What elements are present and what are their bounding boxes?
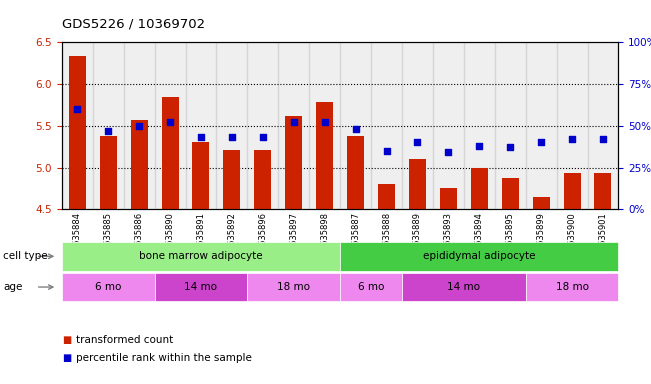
- Point: [350, 126, 361, 132]
- Bar: [564, 173, 581, 209]
- Bar: [316, 101, 333, 209]
- Point: [567, 136, 577, 142]
- Text: ■: ■: [62, 335, 71, 345]
- Point: [598, 136, 608, 142]
- Text: epididymal adipocyte: epididymal adipocyte: [423, 251, 536, 262]
- Bar: [402, 42, 433, 209]
- Point: [134, 123, 145, 129]
- Point: [227, 134, 237, 141]
- Bar: [378, 184, 395, 209]
- Text: GDS5226 / 10369702: GDS5226 / 10369702: [62, 17, 205, 30]
- Point: [196, 134, 206, 141]
- Bar: [594, 173, 611, 209]
- Bar: [502, 177, 519, 209]
- Bar: [525, 42, 557, 209]
- Bar: [557, 42, 587, 209]
- Text: percentile rank within the sample: percentile rank within the sample: [76, 353, 252, 363]
- Bar: [223, 150, 240, 209]
- Point: [288, 119, 299, 126]
- Text: transformed count: transformed count: [76, 335, 173, 345]
- Point: [536, 139, 546, 146]
- Text: age: age: [3, 282, 23, 292]
- Bar: [371, 42, 402, 209]
- Bar: [255, 150, 271, 209]
- Text: 6 mo: 6 mo: [95, 282, 122, 292]
- Bar: [495, 42, 525, 209]
- Text: 18 mo: 18 mo: [555, 282, 589, 292]
- Bar: [154, 42, 186, 209]
- Bar: [587, 42, 618, 209]
- Text: 6 mo: 6 mo: [358, 282, 384, 292]
- Bar: [278, 42, 309, 209]
- Bar: [124, 42, 154, 209]
- Bar: [216, 42, 247, 209]
- Bar: [69, 56, 86, 209]
- Point: [505, 144, 516, 151]
- Point: [165, 119, 175, 126]
- Text: ■: ■: [62, 353, 71, 363]
- Bar: [100, 136, 117, 209]
- Point: [103, 128, 113, 134]
- Point: [412, 139, 422, 146]
- Bar: [161, 98, 178, 209]
- Bar: [285, 116, 302, 209]
- Text: bone marrow adipocyte: bone marrow adipocyte: [139, 251, 263, 262]
- Text: 18 mo: 18 mo: [277, 282, 311, 292]
- Bar: [193, 142, 210, 209]
- Text: 14 mo: 14 mo: [447, 282, 480, 292]
- Point: [258, 134, 268, 141]
- Bar: [309, 42, 340, 209]
- Bar: [340, 42, 371, 209]
- Bar: [533, 197, 549, 209]
- Point: [320, 119, 330, 126]
- Bar: [440, 189, 457, 209]
- Point: [381, 148, 392, 154]
- Bar: [247, 42, 278, 209]
- Bar: [464, 42, 495, 209]
- Bar: [409, 159, 426, 209]
- Bar: [433, 42, 464, 209]
- Point: [72, 106, 83, 112]
- Point: [474, 143, 484, 149]
- Bar: [62, 42, 92, 209]
- Bar: [92, 42, 124, 209]
- Text: cell type: cell type: [3, 251, 48, 262]
- Bar: [131, 120, 148, 209]
- Bar: [186, 42, 216, 209]
- Point: [443, 149, 454, 156]
- Bar: [471, 167, 488, 209]
- Text: 14 mo: 14 mo: [184, 282, 217, 292]
- Bar: [347, 136, 364, 209]
